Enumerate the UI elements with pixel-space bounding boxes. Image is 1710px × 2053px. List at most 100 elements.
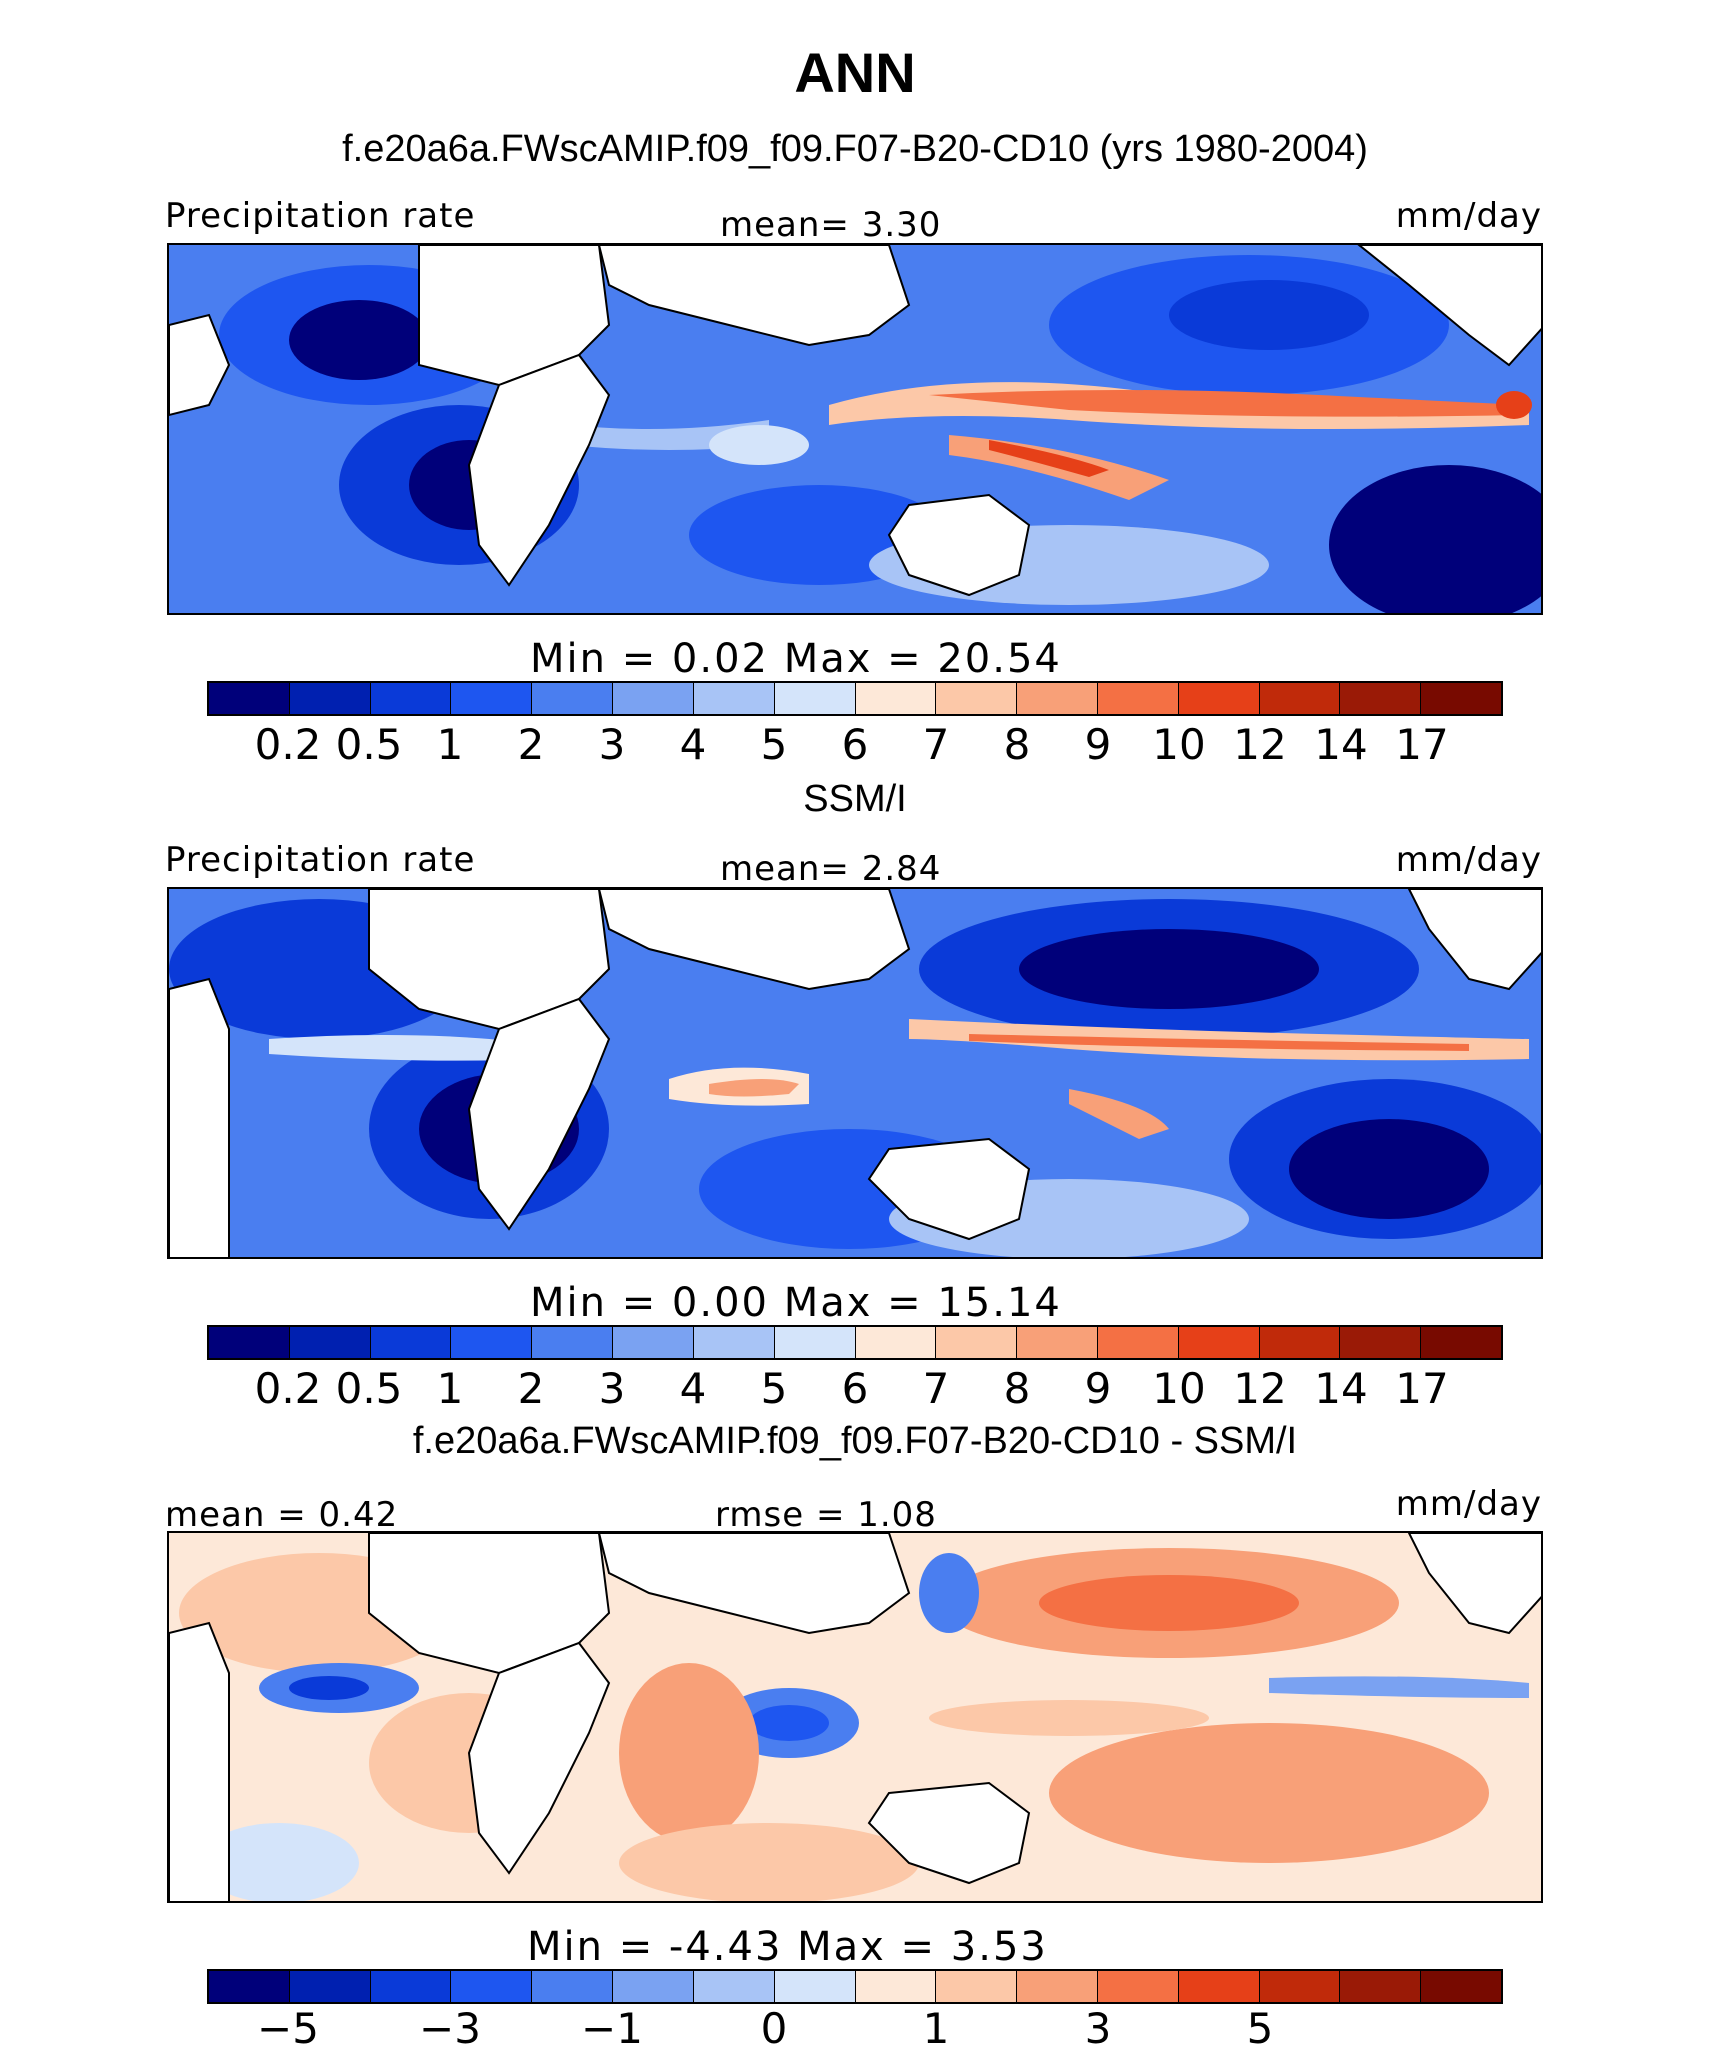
colorbar-swatch bbox=[209, 1971, 290, 2002]
panel-1-min-max: Min = 0.02 Max = 20.54 bbox=[530, 636, 1062, 682]
colorbar-swatch bbox=[532, 1971, 614, 2002]
panel-2-map bbox=[167, 887, 1543, 1259]
panel-1-map bbox=[167, 243, 1543, 615]
panel-1-mean-label: mean= 3.30 bbox=[720, 205, 942, 245]
colorbar-swatch bbox=[451, 1327, 533, 1358]
colorbar-swatch bbox=[1097, 1327, 1179, 1358]
colorbar-tick-label: 14 bbox=[1314, 720, 1368, 769]
colorbar-swatch bbox=[1340, 1327, 1422, 1358]
colorbar-swatch bbox=[1097, 1971, 1179, 2002]
colorbar-tick-label: 12 bbox=[1233, 1364, 1287, 1413]
figure-title: ANN bbox=[794, 41, 916, 104]
colorbar-swatch bbox=[532, 683, 614, 714]
colorbar-tick-label: 0.5 bbox=[335, 1364, 403, 1413]
colorbar-swatch bbox=[532, 1327, 614, 1358]
colorbar-tick-label: 4 bbox=[679, 720, 707, 769]
colorbar-tick-label: 1 bbox=[922, 2004, 950, 2053]
colorbar-swatch bbox=[774, 1971, 856, 2002]
panel-2-variable-label: Precipitation rate bbox=[165, 840, 476, 880]
colorbar-swatch bbox=[855, 1971, 937, 2002]
colorbar-swatch bbox=[209, 683, 290, 714]
colorbar-tick-label: −1 bbox=[581, 2004, 643, 2053]
colorbar-swatch bbox=[1259, 683, 1341, 714]
colorbar-tick-label: 2 bbox=[517, 720, 545, 769]
colorbar-swatch bbox=[370, 1327, 452, 1358]
colorbar-swatch bbox=[855, 683, 937, 714]
colorbar-swatch bbox=[1340, 683, 1422, 714]
colorbar-tick-label: 14 bbox=[1314, 1364, 1368, 1413]
colorbar-swatch bbox=[1421, 683, 1501, 714]
colorbar-swatch bbox=[774, 1327, 856, 1358]
colorbar-swatch bbox=[1178, 1971, 1260, 2002]
colorbar-swatch bbox=[209, 1327, 290, 1358]
panel-3-min-max: Min = -4.43 Max = 3.53 bbox=[527, 1924, 1048, 1970]
panel-2-colorbar-labels: 0.2 0.5 1 2 3 4 5 6 7 8 9 10 12 14 17 bbox=[207, 1364, 1503, 1413]
panel-3-title: f.e20a6a.FWscAMIP.f09_f09.F07-B20-CD10 -… bbox=[412, 1420, 1298, 1462]
colorbar-tick-label: 5 bbox=[760, 1364, 788, 1413]
colorbar-tick-label: 3 bbox=[598, 720, 626, 769]
colorbar-tick-label: 7 bbox=[922, 1364, 950, 1413]
colorbar-swatch bbox=[289, 1327, 371, 1358]
colorbar-swatch bbox=[1017, 683, 1098, 714]
colorbar-swatch bbox=[370, 683, 452, 714]
panel-3-colorbar bbox=[207, 1969, 1503, 2004]
panel-1-units-label: mm/day bbox=[1395, 196, 1542, 236]
colorbar-swatch bbox=[936, 1971, 1018, 2002]
colorbar-tick-label: 10 bbox=[1152, 1364, 1206, 1413]
colorbar-swatch bbox=[613, 1971, 694, 2002]
colorbar-tick-label: −5 bbox=[257, 2004, 319, 2053]
colorbar-swatch bbox=[370, 1971, 452, 2002]
colorbar-swatch bbox=[1340, 1971, 1422, 2002]
colorbar-tick-label: 17 bbox=[1395, 720, 1449, 769]
colorbar-tick-label: 1 bbox=[436, 1364, 464, 1413]
colorbar-swatch bbox=[693, 1971, 775, 2002]
colorbar-swatch bbox=[613, 683, 694, 714]
colorbar-tick-label: 3 bbox=[1084, 2004, 1112, 2053]
colorbar-tick-label: 0.2 bbox=[254, 720, 322, 769]
colorbar-swatch bbox=[289, 683, 371, 714]
panel-1-colorbar bbox=[207, 681, 1503, 716]
colorbar-tick-label: 8 bbox=[1003, 720, 1031, 769]
colorbar-tick-label: 12 bbox=[1233, 720, 1287, 769]
colorbar-swatch bbox=[693, 1327, 775, 1358]
colorbar-swatch bbox=[1421, 1327, 1501, 1358]
panel-2-units-label: mm/day bbox=[1395, 840, 1542, 880]
colorbar-tick-label: 5 bbox=[1246, 2004, 1274, 2053]
colorbar-swatch bbox=[1097, 683, 1179, 714]
colorbar-tick-label: 8 bbox=[1003, 1364, 1031, 1413]
panel-2-title: SSM/I bbox=[803, 778, 907, 820]
colorbar-swatch bbox=[936, 683, 1018, 714]
panel-3-mean-label: mean = 0.42 bbox=[165, 1495, 399, 1535]
colorbar-tick-label: −3 bbox=[419, 2004, 481, 2053]
colorbar-swatch bbox=[1421, 1971, 1501, 2002]
panel-3-units-label: mm/day bbox=[1395, 1484, 1542, 1524]
panel-2-colorbar bbox=[207, 1325, 1503, 1360]
colorbar-swatch bbox=[451, 1971, 533, 2002]
colorbar-tick-label: 6 bbox=[841, 1364, 869, 1413]
colorbar-swatch bbox=[1259, 1327, 1341, 1358]
panel-1-colorbar-labels: 0.2 0.5 1 2 3 4 5 6 7 8 9 10 12 14 17 bbox=[207, 720, 1503, 769]
colorbar-tick-label: 0 bbox=[760, 2004, 788, 2053]
colorbar-swatch bbox=[1017, 1971, 1098, 2002]
colorbar-swatch bbox=[1017, 1327, 1098, 1358]
colorbar-tick-label: 4 bbox=[679, 1364, 707, 1413]
panel-2-mean-label: mean= 2.84 bbox=[720, 849, 942, 889]
colorbar-tick-label: 5 bbox=[760, 720, 788, 769]
colorbar-tick-label: 2 bbox=[517, 1364, 545, 1413]
colorbar-tick-label: 3 bbox=[598, 1364, 626, 1413]
colorbar-swatch bbox=[289, 1971, 371, 2002]
panel-1-title: f.e20a6a.FWscAMIP.f09_f09.F07-B20-CD10 (… bbox=[342, 128, 1368, 170]
panel-3-map bbox=[167, 1531, 1543, 1903]
colorbar-swatch bbox=[1259, 1971, 1341, 2002]
colorbar-swatch bbox=[1178, 683, 1260, 714]
colorbar-swatch bbox=[693, 683, 775, 714]
panel-1-variable-label: Precipitation rate bbox=[165, 196, 476, 236]
colorbar-tick-label: 1 bbox=[436, 720, 464, 769]
panel-3-colorbar-labels: −5 −3 −1 0 1 3 5 bbox=[207, 2004, 1503, 2053]
colorbar-swatch bbox=[613, 1327, 694, 1358]
colorbar-tick-label: 9 bbox=[1084, 720, 1112, 769]
colorbar-tick-label: 7 bbox=[922, 720, 950, 769]
panel-3-rmse-label: rmse = 1.08 bbox=[715, 1495, 937, 1535]
colorbar-swatch bbox=[1178, 1327, 1260, 1358]
colorbar-swatch bbox=[451, 683, 533, 714]
